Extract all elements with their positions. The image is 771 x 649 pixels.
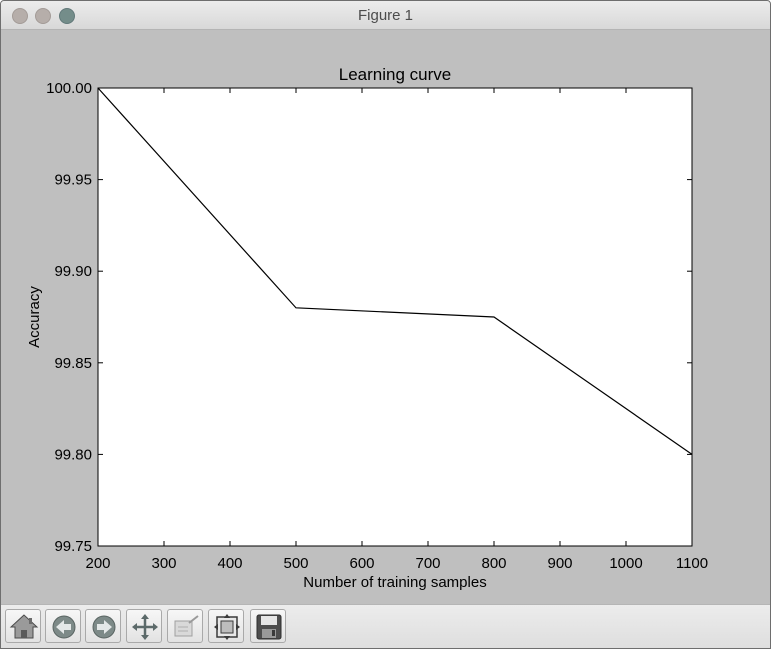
x-tick-label: 700 xyxy=(415,555,440,572)
line-chart: Learning curve 200 300 400 500 600 700 800 900 1… xyxy=(26,65,708,591)
pan-move-icon xyxy=(132,614,158,640)
x-tick-label: 400 xyxy=(217,555,242,572)
zoom-button-tool[interactable] xyxy=(167,609,203,643)
x-tick-label: 300 xyxy=(151,555,176,572)
navigation-toolbar xyxy=(1,604,770,648)
x-axis-label: Number of training samples xyxy=(303,574,486,591)
x-tick-label: 600 xyxy=(349,555,374,572)
y-tick-label: 99.75 xyxy=(54,538,92,555)
subplots-icon xyxy=(214,614,240,640)
home-icon xyxy=(9,614,39,639)
y-axis-label: Accuracy xyxy=(26,286,43,348)
y-tick-label: 99.80 xyxy=(54,446,92,463)
y-tick-label: 100.00 xyxy=(46,80,92,97)
forward-button[interactable] xyxy=(85,609,121,643)
figure-canvas: Learning curve 200 300 400 500 600 700 800 900 1… xyxy=(1,30,770,604)
series-line xyxy=(97,87,693,455)
x-tick-label: 1100 xyxy=(676,555,708,572)
configure-subplots-button[interactable] xyxy=(208,609,244,643)
y-tick-label: 99.90 xyxy=(54,263,92,280)
x-tick-label: 200 xyxy=(85,555,110,572)
close-button[interactable] xyxy=(12,8,28,24)
y-tick-label: 99.85 xyxy=(54,355,92,372)
forward-arrow-icon xyxy=(92,615,116,639)
minimize-button[interactable] xyxy=(35,8,51,24)
save-button[interactable] xyxy=(250,609,286,643)
back-button[interactable] xyxy=(45,609,81,643)
plot-area xyxy=(97,87,693,547)
back-arrow-icon xyxy=(52,615,76,639)
x-tick-label: 800 xyxy=(481,555,506,572)
pan-button[interactable] xyxy=(126,609,162,643)
zoom-rect-icon xyxy=(174,615,199,637)
zoom-button[interactable] xyxy=(59,8,75,24)
y-tick-label: 99.95 xyxy=(54,172,92,189)
title-bar[interactable]: Figure 1 xyxy=(1,1,770,30)
chart-title: Learning curve xyxy=(339,65,451,84)
x-tick-label: 900 xyxy=(547,555,572,572)
x-tick-label: 500 xyxy=(283,555,308,572)
home-button[interactable] xyxy=(5,609,41,643)
window-title: Figure 1 xyxy=(357,7,414,24)
x-tick-label: 1000 xyxy=(609,555,642,572)
save-floppy-icon xyxy=(256,614,282,640)
